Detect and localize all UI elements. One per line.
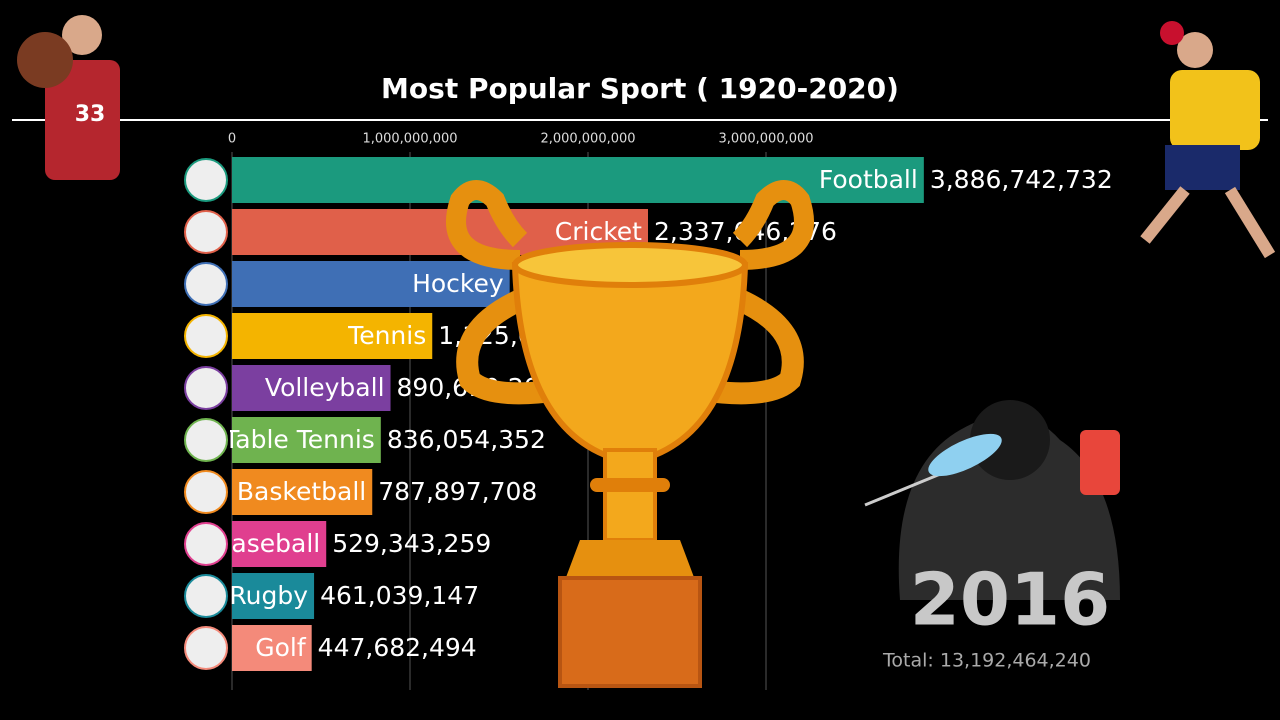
x-tick-label: 3,000,000,000	[718, 132, 813, 147]
value-label: 836,054,352	[387, 425, 546, 454]
value-label: 529,343,259	[332, 529, 491, 558]
value-label: 447,682,494	[318, 633, 477, 662]
sport-icon	[184, 158, 228, 202]
x-tick-label: 2,000,000,000	[540, 132, 635, 147]
vader-silhouette	[864, 400, 1120, 600]
category-label: Volleyball	[265, 373, 385, 402]
sport-icon	[184, 210, 228, 254]
category-label: Table Tennis	[223, 425, 375, 454]
bar	[232, 261, 510, 307]
sport-icon	[184, 574, 228, 618]
category-label: Cricket	[555, 217, 642, 246]
value-label: 787,897,708	[378, 477, 537, 506]
category-label: Rugby	[229, 581, 308, 610]
bar	[232, 573, 315, 619]
sport-icon	[184, 366, 228, 410]
sport-icon	[184, 314, 228, 358]
bars: Football Cricket Hockey Tennis Volleyball Tab…	[214, 157, 924, 671]
table-tennis-player	[1140, 21, 1276, 259]
value-label: 3,886,742,732	[930, 165, 1113, 194]
svg-text:33: 33	[75, 102, 106, 127]
bar	[232, 521, 327, 567]
sport-icon	[184, 522, 228, 566]
sport-icon	[184, 262, 228, 306]
chart-title: Most Popular Sport ( 1920-2020)	[381, 72, 899, 105]
bar	[232, 469, 373, 515]
sport-icon	[184, 470, 228, 514]
value-label: 461,039,147	[320, 581, 479, 610]
trophy	[446, 180, 814, 688]
x-tick-label: 1,000,000,000	[362, 132, 457, 147]
bar	[232, 313, 433, 359]
year-label: 2016	[910, 558, 1110, 642]
basketball-player: 33	[17, 15, 120, 180]
bar	[232, 417, 381, 463]
total-label: Total: 13,192,464,240	[882, 650, 1091, 672]
sport-icon	[184, 418, 228, 462]
category-label: Hockey	[412, 269, 504, 298]
x-tick-label: 0	[228, 132, 236, 147]
sport-icon	[184, 626, 228, 670]
bar	[232, 625, 312, 671]
category-label: Tennis	[347, 321, 426, 350]
category-label: Baseball	[214, 529, 320, 558]
category-label: Basketball	[237, 477, 366, 506]
category-label: Golf	[255, 633, 307, 662]
category-label: Football	[819, 165, 918, 194]
bar	[232, 365, 391, 411]
